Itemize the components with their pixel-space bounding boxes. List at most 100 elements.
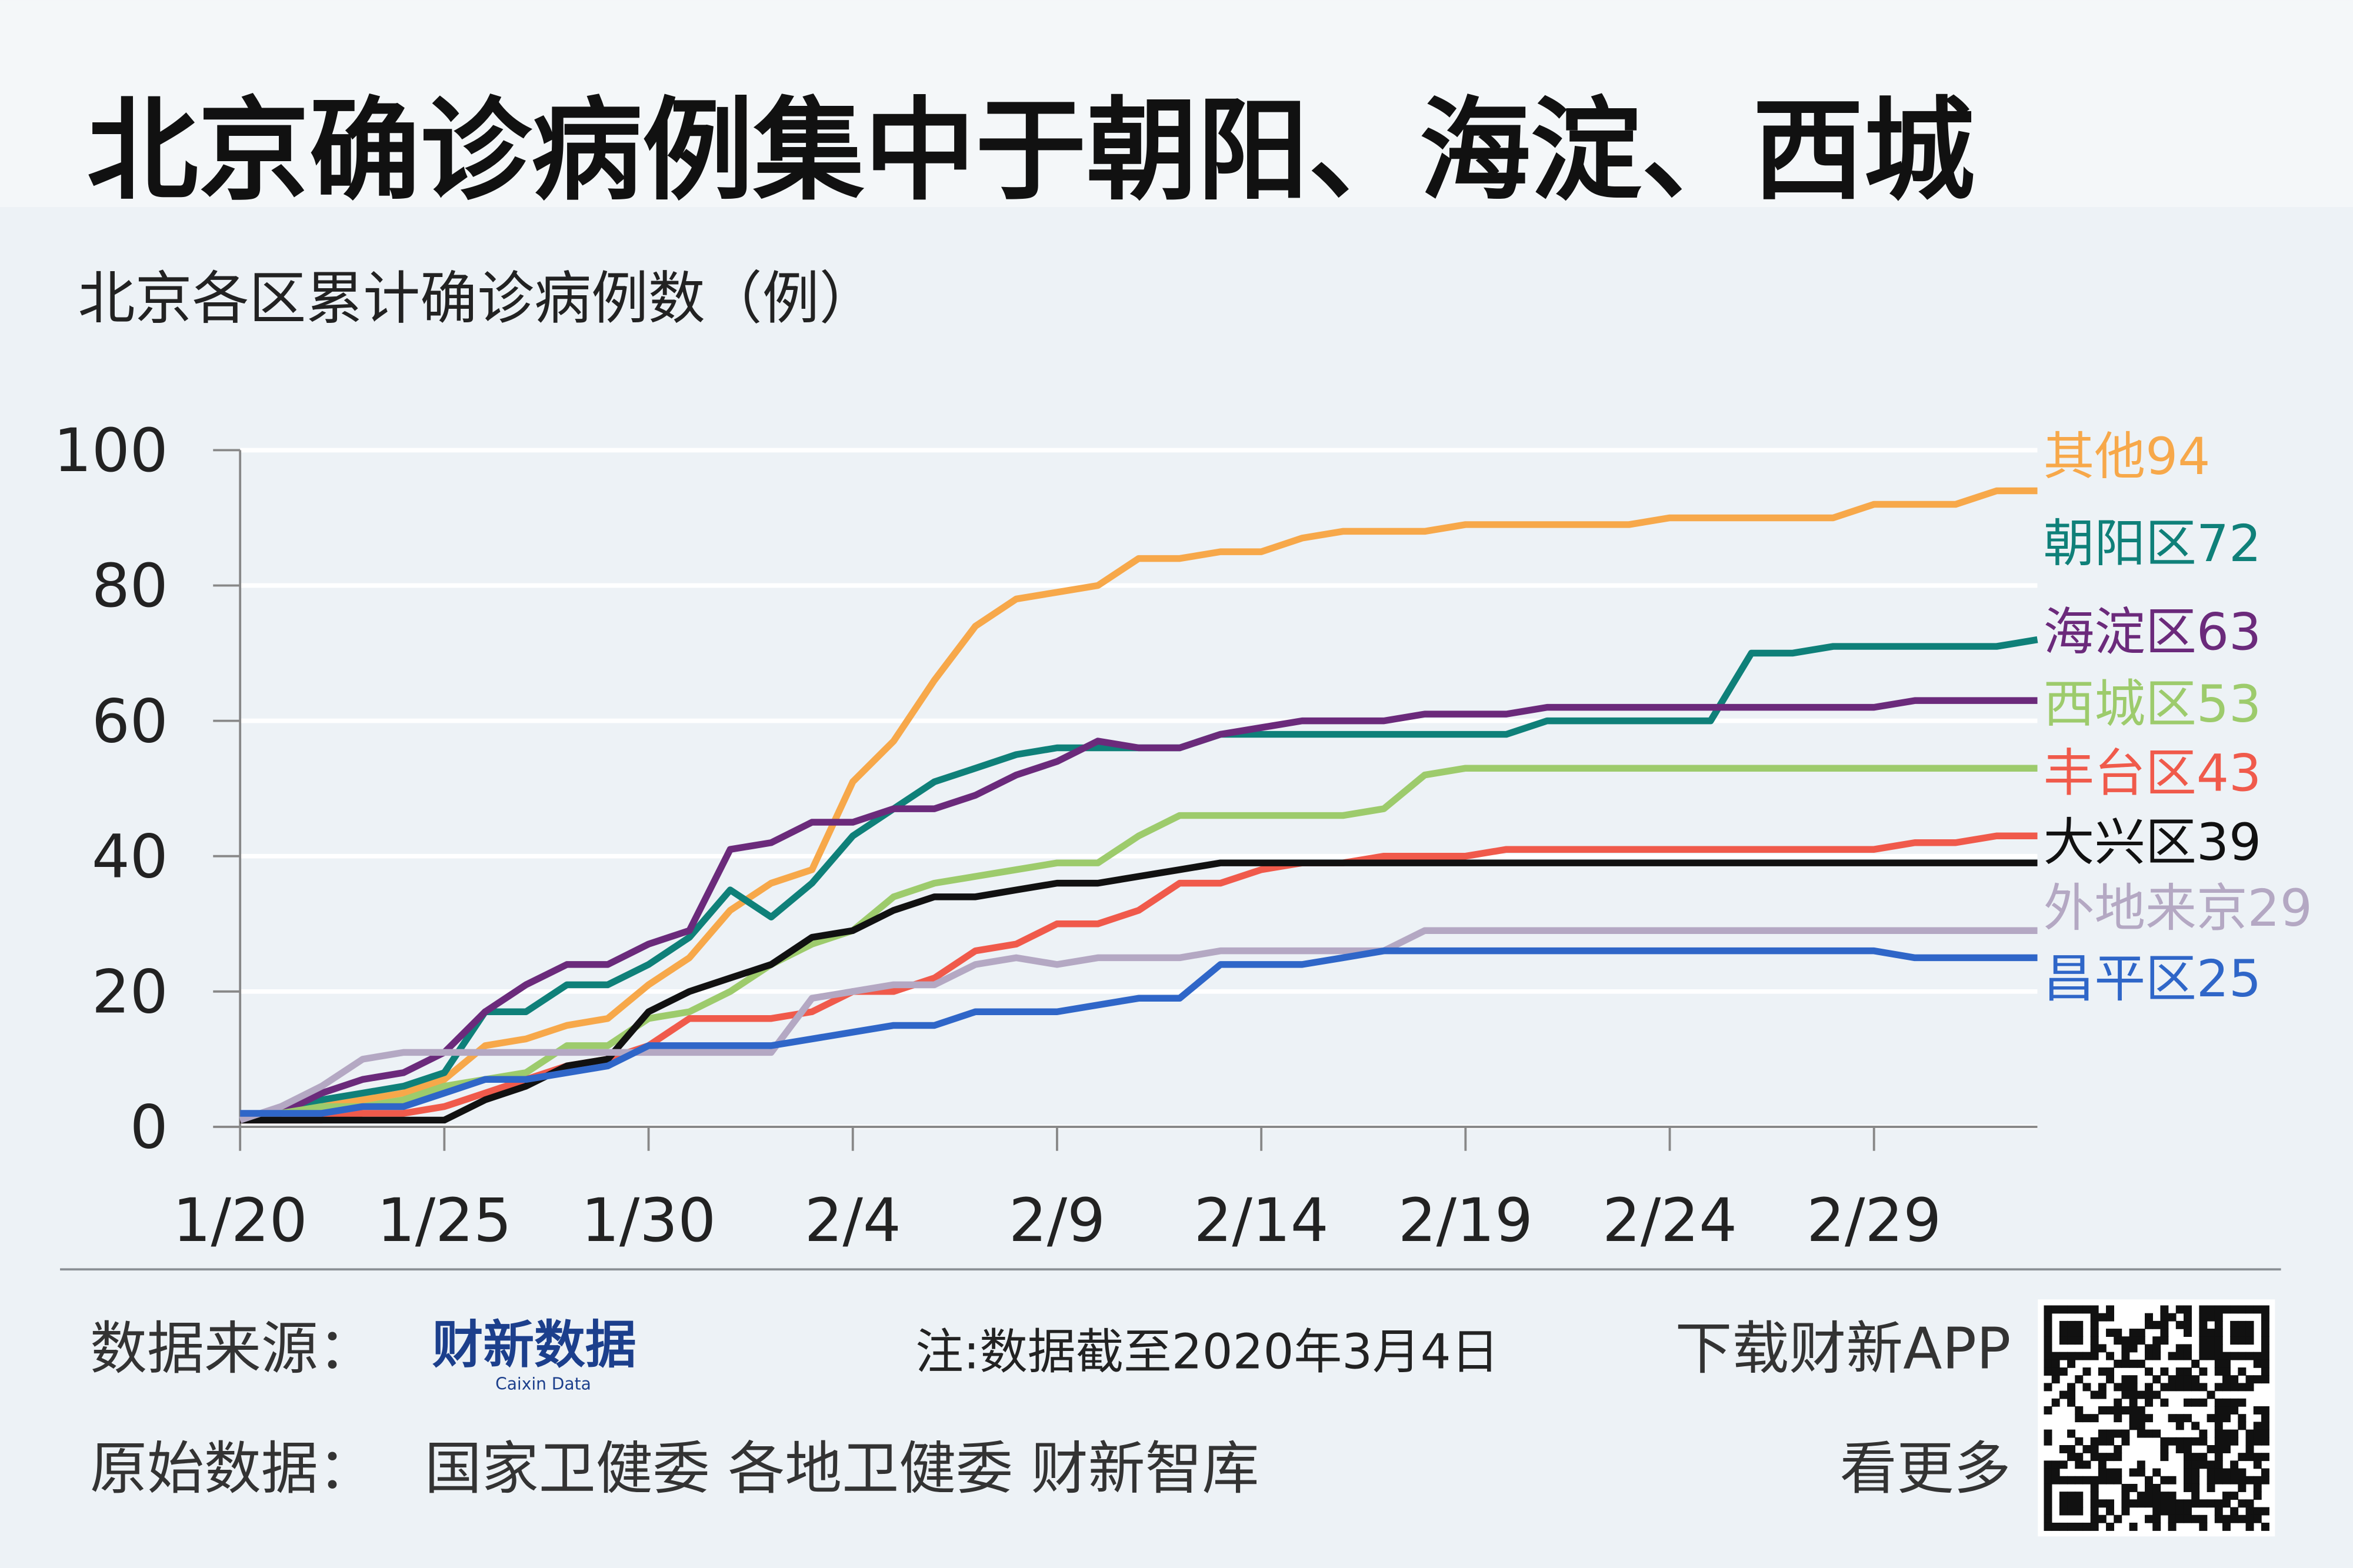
qr-module [2067,1329,2076,1337]
qr-module [2121,1507,2130,1516]
qr-module [2183,1507,2192,1516]
qr-module [2230,1476,2239,1484]
qr-module [2183,1499,2192,1508]
chart-title: 北京确诊病例集中于朝阳、海淀、西城 [87,86,1975,216]
qr-module [2106,1305,2115,1314]
qr-module [2183,1305,2192,1314]
qr-module [2098,1367,2107,1376]
x-tick-label: 1/25 [377,1186,512,1256]
qr-module [2183,1398,2192,1407]
series-line [239,697,2038,1124]
x-tick-label: 2/19 [1398,1186,1533,1256]
qr-module [2261,1522,2269,1531]
qr-module [2191,1375,2200,1384]
qr-module [2090,1344,2099,1353]
qr-module [2145,1514,2153,1523]
qr-module [2261,1429,2269,1438]
qr-module [2051,1468,2060,1477]
qr-module [2214,1414,2223,1423]
qr-module [2082,1367,2091,1376]
raw-sources: 国家卫健委 各地卫健委 财新智库 [425,1436,1259,1502]
qr-module [2059,1352,2068,1360]
qr-module [2183,1476,2192,1484]
qr-module [2253,1460,2262,1469]
qr-module [2145,1476,2153,1484]
qr-module [2106,1329,2115,1337]
qr-module [2214,1453,2223,1462]
qr-module [2253,1492,2262,1500]
qr-module [2044,1499,2052,1508]
qr-module [2183,1444,2192,1453]
qr-module [2183,1437,2192,1446]
qr-module [2075,1476,2084,1484]
qr-module [2230,1429,2239,1438]
end-label-name: 西城区 [2044,675,2197,734]
end-label-value: 63 [2197,603,2261,662]
end-label: 海淀区63 [2044,603,2262,662]
end-label-name: 其他 [2044,427,2145,486]
qr-module [2191,1468,2200,1477]
qr-module [2168,1507,2177,1516]
qr-module [2145,1492,2153,1500]
qr-module [2075,1320,2084,1329]
qr-module [2051,1367,2060,1376]
qr-module [2175,1305,2184,1314]
qr-module [2245,1507,2254,1516]
qr-module [2183,1460,2192,1469]
qr-module [2051,1460,2060,1469]
qr-module [2214,1313,2223,1322]
qr-module [2121,1359,2130,1368]
qr-module [2222,1352,2231,1360]
series-line [239,927,2038,1123]
qr-module [2044,1476,2052,1484]
qr-module [2129,1522,2138,1531]
qr-module [2059,1367,2068,1376]
qr-module [2121,1390,2130,1399]
qr-module [2168,1514,2177,1523]
qr-module [2114,1514,2122,1523]
qr-module [2245,1453,2254,1462]
qr-module [2075,1336,2084,1345]
qr-module [2044,1352,2052,1360]
qr-module [2137,1414,2145,1423]
end-label-value: 43 [2197,743,2261,803]
qr-module [2090,1453,2099,1462]
qr-module [2098,1429,2107,1438]
qr-module [2145,1390,2153,1399]
qr-module [2199,1398,2208,1407]
qr-module [2238,1305,2247,1314]
qr-module [2230,1329,2239,1337]
end-label: 大兴区39 [2044,813,2262,872]
qr-module [2075,1437,2084,1446]
qr-module [2238,1414,2247,1423]
qr-module [2183,1468,2192,1477]
qr-module [2191,1483,2200,1492]
qr-module [2175,1383,2184,1392]
qr-module [2199,1352,2208,1360]
qr-code [2038,1299,2275,1537]
qr-module [2044,1367,2052,1376]
x-tick-label: 2/24 [1602,1186,1737,1256]
qr-module [2067,1476,2076,1484]
qr-module [2214,1460,2223,1469]
qr-module [2168,1352,2177,1360]
qr-module [2214,1507,2223,1516]
qr-module [2090,1499,2099,1508]
qr-module [2059,1522,2068,1531]
qr-module [2075,1499,2084,1508]
qr-module [2261,1437,2269,1446]
qr-module [2090,1492,2099,1500]
qr-module [2253,1406,2262,1414]
qr-module [2207,1460,2215,1469]
plot-area: 0 20 40 60 80 100 1/20 1/25 1/30 2/4 2/9 2/14 2/19 2/… [54,416,2312,1256]
qr-module [2114,1383,2122,1392]
qr-module [2261,1507,2269,1516]
qr-module [2098,1383,2107,1392]
qr-module [2245,1329,2254,1337]
qr-module [2230,1468,2239,1477]
qr-module [2114,1406,2122,1414]
qr-module [2051,1305,2060,1314]
qr-module [2044,1383,2052,1392]
qr-module [2044,1437,2052,1446]
qr-module [2214,1476,2223,1484]
